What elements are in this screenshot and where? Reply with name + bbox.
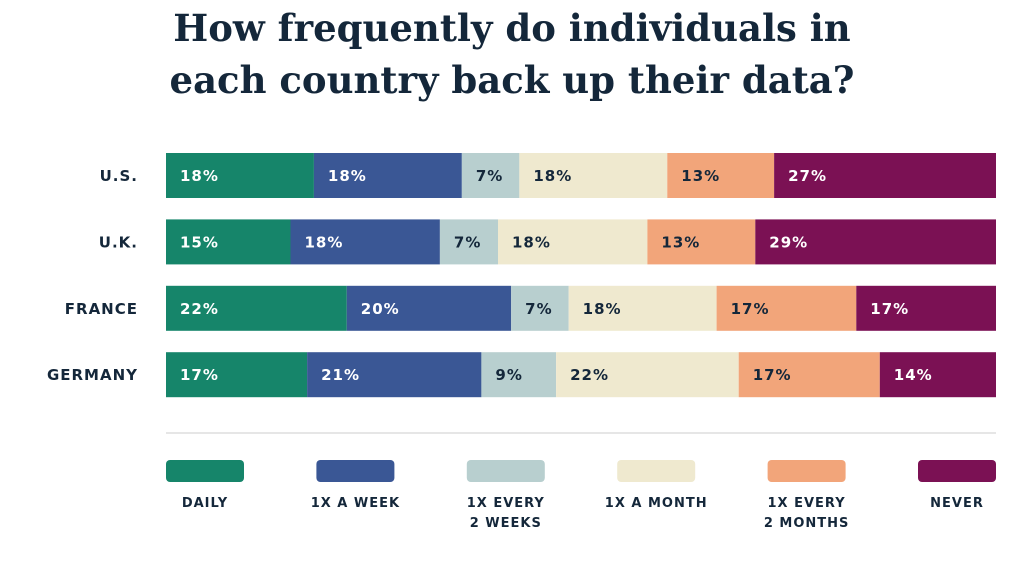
value-label: 7% (476, 167, 503, 185)
y-tick-label: U.S. (100, 167, 138, 185)
bar-segment (647, 219, 756, 265)
legend-swatch (166, 460, 244, 482)
value-label: 9% (495, 366, 522, 384)
legend-label: NEVER (930, 496, 984, 511)
legend-label: 1X A MONTH (604, 496, 708, 511)
legend-swatch (466, 460, 545, 482)
value-label: 22% (570, 366, 609, 384)
chart-title: How frequently do individuals in each co… (169, 6, 855, 102)
bar-segment (568, 285, 717, 331)
value-label: 21% (321, 366, 360, 384)
bar-segment (461, 153, 520, 198)
bar-segment (166, 352, 308, 398)
bar-segment (856, 285, 996, 331)
legend-label: 1X EVERY 2 WEEKS (466, 496, 545, 531)
value-label: 18% (305, 233, 344, 251)
value-label: 18% (583, 300, 622, 318)
bar-segment (667, 153, 775, 198)
bar-segment (439, 219, 498, 265)
legend-swatch (918, 460, 996, 482)
value-label: 7% (454, 233, 481, 251)
bar-segment (481, 352, 557, 398)
bar-segment (511, 285, 569, 331)
bar-segment (498, 219, 648, 265)
bar-segment (716, 285, 857, 331)
bar-segment (166, 153, 314, 198)
value-label: 13% (681, 167, 720, 185)
value-label: 17% (731, 300, 770, 318)
y-tick-label: FRANCE (65, 300, 138, 318)
legend-swatch (767, 460, 846, 482)
bar-segment (166, 285, 347, 331)
legend-swatch (316, 460, 395, 482)
legend-label: DAILY (181, 496, 229, 511)
value-label: 15% (180, 233, 219, 251)
value-label: 18% (328, 167, 367, 185)
bar-segment (755, 219, 996, 265)
y-tick-label: U.K. (99, 233, 138, 251)
bar-segment (290, 219, 440, 265)
bar-segment (556, 352, 739, 398)
bar-segment (313, 153, 462, 198)
bar-segment (738, 352, 880, 398)
bar-segment (307, 352, 482, 398)
bar-segment (774, 153, 996, 198)
bar-segment (879, 352, 996, 398)
value-label: 22% (180, 300, 219, 318)
legend-label: 1X A WEEK (310, 496, 401, 511)
value-label: 20% (361, 300, 400, 318)
y-tick-label: GERMANY (47, 366, 138, 384)
value-label: 13% (661, 233, 700, 251)
bar-segment (519, 153, 668, 198)
value-label: 29% (769, 233, 808, 251)
value-label: 17% (753, 366, 792, 384)
value-label: 7% (525, 300, 552, 318)
value-label: 27% (788, 167, 827, 185)
legend-label: 1X EVERY 2 MONTHS (763, 496, 850, 531)
value-label: 17% (180, 366, 219, 384)
legend-swatch (617, 460, 696, 482)
value-label: 18% (180, 167, 219, 185)
value-label: 17% (870, 300, 909, 318)
value-label: 18% (512, 233, 551, 251)
bar-segment (166, 219, 291, 265)
value-label: 14% (894, 366, 933, 384)
value-label: 18% (533, 167, 572, 185)
bar-segment (346, 285, 512, 331)
